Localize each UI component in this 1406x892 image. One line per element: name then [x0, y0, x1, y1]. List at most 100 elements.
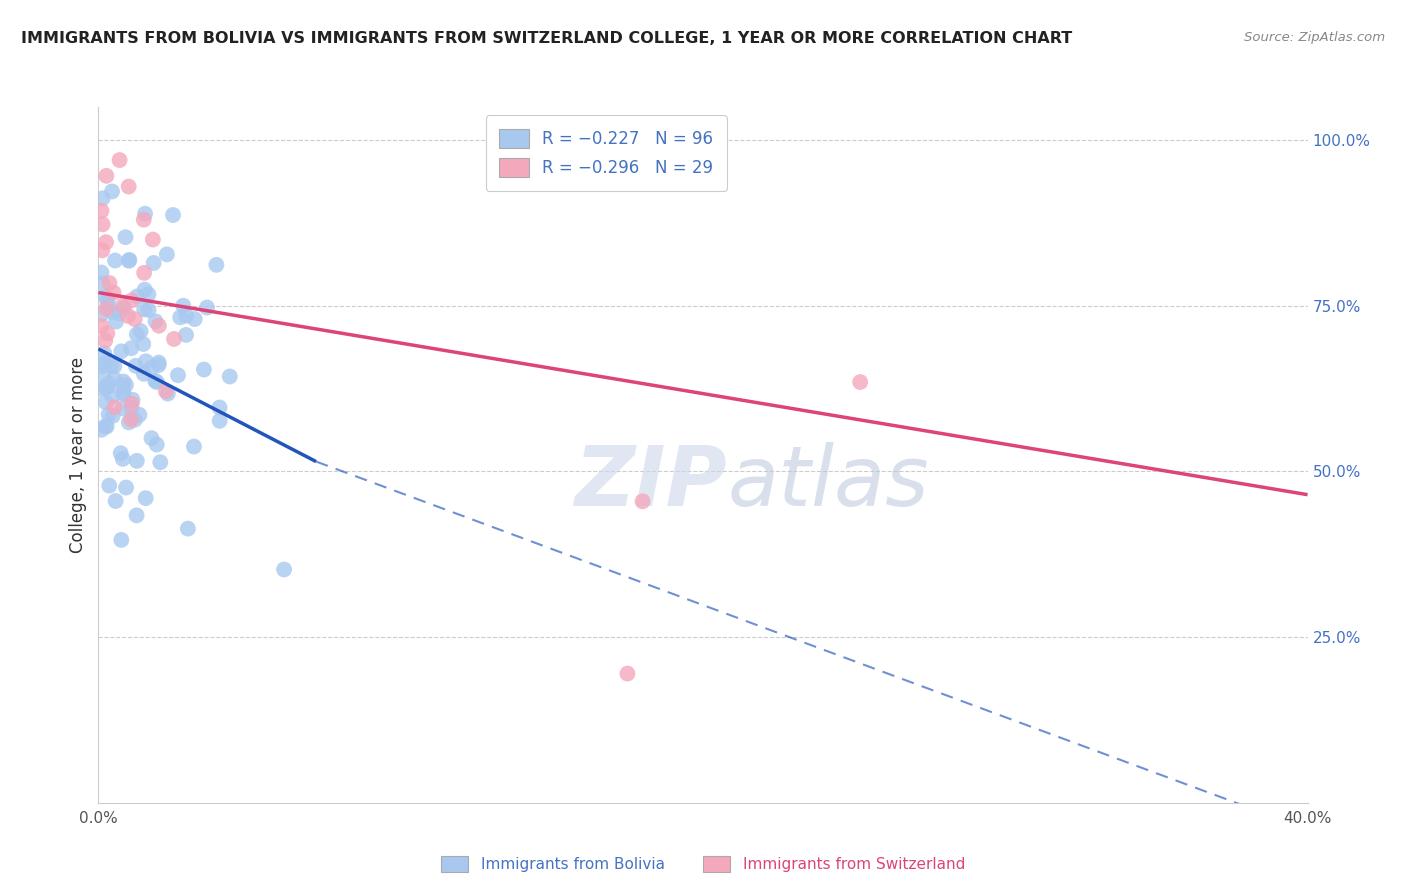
Point [174, 327, 197, 342]
Point [132, 337, 155, 351]
Point [101, 389, 124, 403]
Point [118, 179, 141, 194]
Point [616, 666, 638, 681]
Point [145, 437, 167, 451]
Point [138, 302, 160, 317]
Point [111, 451, 134, 466]
Point [118, 252, 141, 267]
Point [205, 258, 228, 272]
Point [146, 375, 169, 389]
Point [121, 397, 143, 411]
Point [112, 379, 135, 393]
Point [169, 310, 191, 325]
Point [112, 385, 135, 400]
Point [96, 326, 118, 341]
Point [177, 522, 200, 536]
Point [156, 247, 179, 261]
Point [101, 305, 124, 319]
Point [94, 356, 117, 370]
Point [94, 419, 117, 434]
Point [174, 309, 197, 323]
Point [103, 285, 125, 300]
Point [97, 408, 120, 422]
Text: ZIP: ZIP [575, 442, 727, 524]
Point [114, 230, 136, 244]
Point [117, 309, 139, 323]
Point [111, 401, 134, 416]
Point [101, 185, 124, 199]
Point [631, 494, 654, 508]
Point [208, 414, 231, 428]
Text: IMMIGRANTS FROM BOLIVIA VS IMMIGRANTS FROM SWITZERLAND COLLEGE, 1 YEAR OR MORE C: IMMIGRANTS FROM BOLIVIA VS IMMIGRANTS FR… [21, 31, 1073, 46]
Text: Source: ZipAtlas.com: Source: ZipAtlas.com [1244, 31, 1385, 45]
Point [104, 253, 127, 268]
Point [195, 301, 218, 315]
Point [91, 244, 114, 258]
Point [98, 376, 121, 391]
Point [132, 367, 155, 381]
Point [103, 372, 125, 386]
Text: atlas: atlas [727, 442, 929, 524]
Point [94, 381, 117, 395]
Point [125, 454, 148, 468]
Point [103, 359, 125, 374]
Point [97, 380, 120, 394]
Point [115, 378, 138, 392]
Point [135, 354, 157, 368]
Point [96, 301, 118, 316]
Point [94, 290, 117, 304]
Point [141, 431, 163, 445]
Point [112, 375, 135, 389]
Point [90, 265, 112, 279]
Point [104, 315, 127, 329]
Point [134, 283, 156, 297]
Legend: Immigrants from Bolivia, Immigrants from Switzerland: Immigrants from Bolivia, Immigrants from… [433, 848, 973, 880]
Point [145, 314, 167, 328]
Point [208, 401, 231, 415]
Point [167, 368, 190, 383]
Point [125, 508, 148, 523]
Point [115, 481, 138, 495]
Point [118, 253, 141, 268]
Point [110, 533, 132, 547]
Point [149, 455, 172, 469]
Point [96, 169, 118, 183]
Point [138, 287, 160, 301]
Point [108, 306, 131, 320]
Point [90, 382, 112, 396]
Point [90, 423, 112, 437]
Point [90, 318, 112, 333]
Point [100, 359, 122, 373]
Point [134, 207, 156, 221]
Point [91, 277, 114, 291]
Point [125, 359, 148, 373]
Point [218, 369, 240, 384]
Point [110, 446, 132, 460]
Point [96, 293, 118, 308]
Point [120, 341, 142, 355]
Point [96, 419, 118, 434]
Point [148, 358, 170, 372]
Point [120, 401, 142, 415]
Y-axis label: College, 1 year or more: College, 1 year or more [69, 357, 87, 553]
Point [90, 307, 112, 321]
Point [135, 491, 157, 505]
Point [125, 327, 148, 342]
Point [183, 312, 205, 326]
Point [103, 400, 125, 414]
Point [120, 412, 142, 426]
Point [94, 334, 117, 348]
Point [112, 301, 135, 315]
Point [128, 408, 150, 422]
Point [108, 153, 131, 167]
Point [104, 494, 127, 508]
Point [111, 299, 134, 313]
Point [148, 318, 170, 333]
Point [183, 440, 205, 454]
Point [156, 386, 179, 401]
Point [273, 562, 295, 576]
Point [110, 344, 132, 359]
Point [124, 413, 146, 427]
Point [129, 324, 152, 338]
Point [94, 235, 117, 250]
